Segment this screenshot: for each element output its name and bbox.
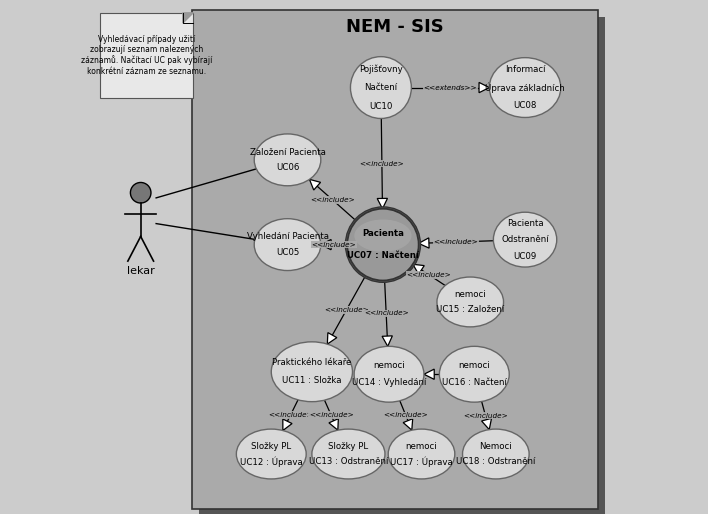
Text: Složky PL: Složky PL	[251, 442, 291, 451]
Text: UC15 : Založení: UC15 : Založení	[436, 305, 504, 314]
Ellipse shape	[462, 429, 529, 479]
Polygon shape	[377, 198, 387, 209]
Text: UC06: UC06	[276, 163, 299, 172]
Polygon shape	[282, 419, 292, 431]
Text: Vyhledávací případy užití
zobrazují seznam nalezených
záznamů. Načítací UC pak v: Vyhledávací případy užití zobrazují sezn…	[81, 34, 212, 76]
Text: <<include>: <<include>	[384, 412, 428, 418]
Polygon shape	[183, 13, 193, 23]
Polygon shape	[321, 240, 331, 250]
Text: <<include>: <<include>	[406, 272, 452, 278]
Text: UC09: UC09	[513, 251, 537, 261]
Ellipse shape	[493, 212, 556, 267]
Ellipse shape	[489, 58, 561, 118]
Text: <<include>: <<include>	[360, 160, 404, 167]
Text: UC13 : Odstranění: UC13 : Odstranění	[309, 457, 388, 466]
Ellipse shape	[236, 429, 306, 479]
Polygon shape	[418, 238, 429, 248]
Text: Načtení: Načtení	[365, 83, 397, 92]
Text: <<include>: <<include>	[324, 307, 369, 313]
Text: UC08: UC08	[513, 101, 537, 110]
Text: Odstranění: Odstranění	[501, 235, 549, 244]
Text: UC12 : Úprava: UC12 : Úprava	[240, 456, 302, 467]
Text: UC16 : Načtení: UC16 : Načtení	[442, 378, 507, 387]
Ellipse shape	[347, 209, 418, 281]
Text: Složky PL: Složky PL	[329, 442, 368, 451]
Ellipse shape	[271, 342, 353, 401]
Circle shape	[130, 182, 151, 203]
Text: UC11 : Složka: UC11 : Složka	[282, 376, 342, 385]
Polygon shape	[413, 264, 424, 274]
Text: nemoci: nemoci	[459, 361, 490, 371]
Text: <<include>: <<include>	[364, 310, 409, 317]
Text: UC05: UC05	[276, 248, 299, 257]
Text: <<include>: <<include>	[309, 412, 353, 418]
Polygon shape	[403, 419, 413, 430]
Text: lekar: lekar	[127, 266, 154, 277]
Bar	[100, 13, 193, 98]
Text: <<include>: <<include>	[310, 197, 355, 203]
Text: nemoci: nemoci	[455, 290, 486, 299]
Text: nemoci: nemoci	[373, 361, 405, 371]
Text: UC14 : Vyhledání: UC14 : Vyhledání	[352, 378, 426, 387]
Ellipse shape	[354, 219, 411, 252]
Ellipse shape	[388, 429, 455, 479]
Text: Informací: Informací	[505, 65, 545, 74]
Ellipse shape	[440, 346, 509, 402]
Ellipse shape	[354, 346, 424, 402]
Polygon shape	[327, 333, 337, 344]
Ellipse shape	[350, 57, 411, 118]
Text: <<include>: <<include>	[312, 242, 356, 248]
Polygon shape	[329, 419, 338, 430]
Ellipse shape	[254, 134, 321, 186]
Ellipse shape	[312, 429, 385, 479]
Text: nemoci: nemoci	[406, 442, 438, 451]
Polygon shape	[309, 179, 321, 190]
Polygon shape	[382, 336, 392, 346]
Ellipse shape	[346, 207, 421, 282]
Text: Úprava základních: Úprava základních	[485, 82, 565, 93]
Text: <<include>: <<include>	[434, 239, 479, 245]
Text: Pojišťovny: Pojišťovny	[359, 64, 403, 74]
Text: <<include>: <<include>	[268, 412, 313, 418]
Text: Založení Pacienta: Založení Pacienta	[250, 148, 326, 157]
Text: <<include>: <<include>	[463, 413, 508, 418]
Text: Pacienta: Pacienta	[507, 218, 543, 228]
Ellipse shape	[437, 277, 503, 327]
Text: NEM - SIS: NEM - SIS	[346, 17, 444, 36]
Bar	[199, 17, 605, 514]
Polygon shape	[424, 369, 434, 379]
Polygon shape	[479, 82, 489, 93]
Text: <<extends>>: <<extends>>	[423, 85, 477, 90]
Text: Nemoci: Nemoci	[479, 442, 512, 451]
Text: UC07 : Načtení: UC07 : Načtení	[347, 251, 419, 260]
Text: Praktického lékaře: Praktického lékaře	[272, 358, 352, 368]
Text: UC17 : Úprava: UC17 : Úprava	[390, 456, 453, 467]
Text: UC10: UC10	[369, 102, 393, 111]
Ellipse shape	[254, 218, 321, 270]
Text: Vyhledání Pacienta: Vyhledání Pacienta	[246, 232, 329, 242]
Text: Pacienta: Pacienta	[362, 229, 404, 238]
Bar	[192, 10, 598, 509]
Text: UC18 : Odstranění: UC18 : Odstranění	[456, 457, 535, 466]
Polygon shape	[481, 418, 491, 430]
